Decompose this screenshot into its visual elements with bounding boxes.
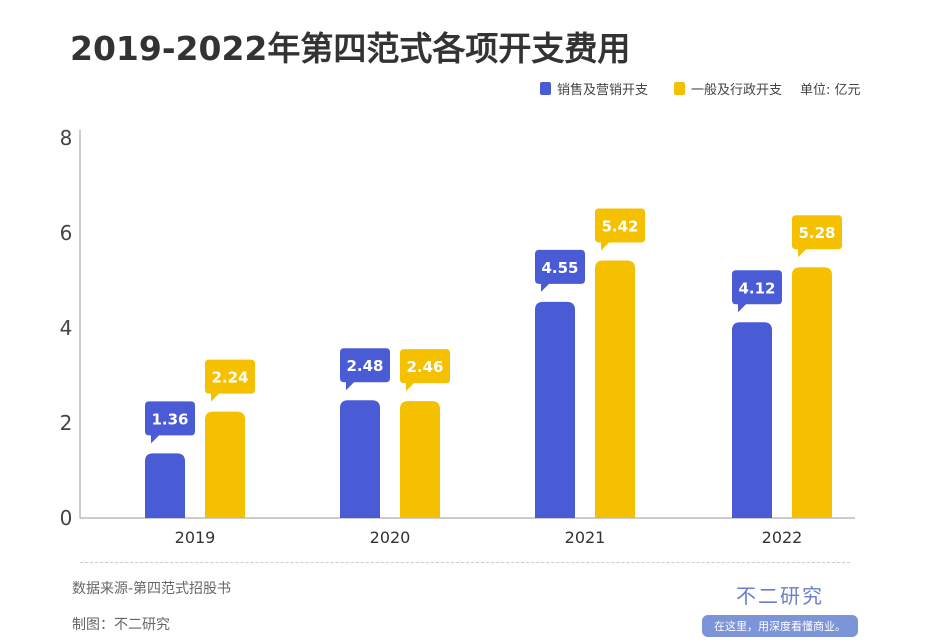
x-tick-label: 2019 (175, 528, 216, 547)
y-tick-label: 4 (60, 316, 73, 340)
bar (732, 322, 772, 518)
data-label-callout (400, 349, 450, 392)
brand-logo: 不二研究 在这里，用深度看懂商业。 (700, 580, 860, 637)
bar (595, 260, 635, 518)
y-tick-label: 0 (60, 506, 73, 530)
x-tick-label: 2021 (565, 528, 606, 547)
x-tick-label: 2022 (762, 528, 803, 547)
bar (340, 400, 380, 518)
data-label-callout (792, 215, 842, 258)
brand-name: 不二研究 (736, 584, 824, 608)
data-label: 2.46 (406, 358, 443, 376)
data-label: 1.36 (151, 410, 188, 428)
data-label: 4.12 (738, 279, 775, 297)
y-tick-label: 2 (60, 411, 73, 435)
divider (80, 562, 850, 563)
data-label-callout (205, 359, 255, 402)
bar (792, 267, 832, 518)
x-tick-label: 2020 (370, 528, 411, 547)
bar (205, 411, 245, 518)
chart-maker: 制图：不二研究 (72, 617, 170, 633)
data-label-callout (535, 249, 585, 292)
brand-slogan: 在这里，用深度看懂商业。 (702, 615, 858, 637)
legend-swatch-sales (540, 82, 551, 95)
legend-swatch-admin (674, 82, 686, 95)
data-label: 2.24 (211, 369, 248, 387)
legend-label-sales: 销售及营销开支 (557, 83, 649, 98)
legend: 销售及营销开支 一般及行政开支 单位: 亿元 (540, 79, 861, 98)
data-label-callout (340, 348, 390, 391)
y-tick-label: 8 (60, 126, 73, 150)
legend-label-admin: 一般及行政开支 (691, 83, 783, 98)
data-label: 5.28 (798, 224, 835, 242)
data-label-callout (145, 401, 195, 444)
data-label: 5.42 (601, 218, 638, 236)
data-label: 2.48 (346, 357, 383, 375)
bar (400, 401, 440, 518)
data-label: 4.55 (541, 259, 578, 277)
bar (535, 301, 575, 518)
y-tick-label: 6 (60, 221, 73, 245)
data-source: 数据来源-第四范式招股书 (72, 581, 232, 597)
bar (145, 453, 185, 518)
chart-title: 2019-2022年第四范式各项开支费用 (70, 29, 631, 68)
unit-label: 单位: 亿元 (800, 83, 861, 98)
data-label-callout (595, 208, 645, 251)
data-label-callout (732, 270, 782, 313)
